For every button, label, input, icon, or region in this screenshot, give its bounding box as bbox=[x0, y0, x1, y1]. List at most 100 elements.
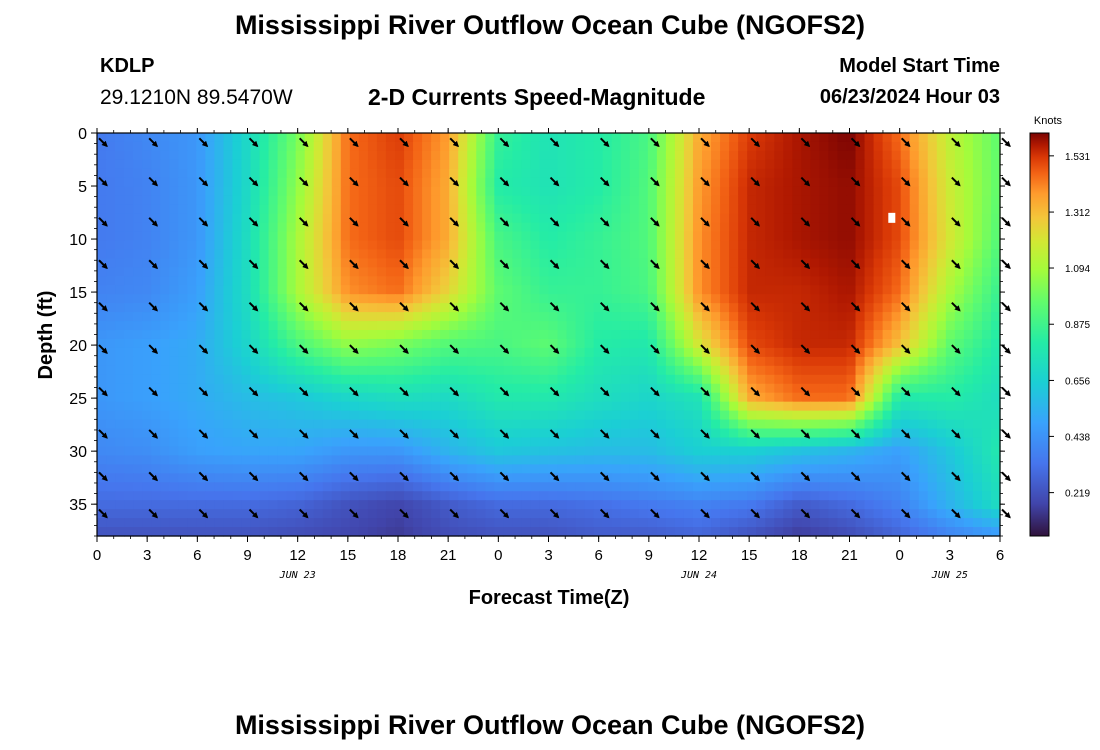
heatmap-cell bbox=[747, 267, 757, 277]
heatmap-cell bbox=[142, 419, 152, 430]
heatmap-cell bbox=[864, 491, 875, 501]
heatmap-cell bbox=[106, 482, 116, 492]
heatmap-cell bbox=[232, 150, 243, 161]
y-tick-label: 25 bbox=[69, 391, 87, 408]
heatmap-cell bbox=[467, 392, 477, 403]
heatmap-cell bbox=[151, 177, 161, 188]
heatmap-cell bbox=[322, 392, 333, 403]
heatmap-cell bbox=[936, 365, 947, 376]
heatmap-cell bbox=[413, 464, 423, 474]
heatmap-cell bbox=[268, 141, 279, 152]
heatmap-cell bbox=[142, 509, 152, 519]
heatmap-cell bbox=[647, 231, 658, 242]
heatmap-cell bbox=[223, 321, 234, 331]
heatmap-cell bbox=[557, 249, 568, 259]
heatmap-cell bbox=[313, 168, 324, 179]
heatmap-cell bbox=[593, 401, 604, 412]
heatmap-cell bbox=[900, 338, 911, 349]
heatmap-cell bbox=[810, 428, 820, 439]
current-arrow bbox=[750, 137, 761, 148]
heatmap-cell bbox=[133, 231, 143, 242]
heatmap-cell bbox=[566, 168, 577, 179]
heatmap-cell bbox=[521, 509, 532, 519]
y-tick-label: 10 bbox=[69, 232, 87, 249]
heatmap-cell bbox=[711, 518, 721, 528]
heatmap-cell bbox=[503, 195, 513, 206]
heatmap-cell bbox=[683, 365, 694, 376]
heatmap-cell bbox=[467, 240, 477, 251]
heatmap-cell bbox=[729, 383, 739, 394]
heatmap-cell bbox=[548, 168, 559, 179]
heatmap-cell bbox=[584, 195, 595, 206]
heatmap-cell bbox=[774, 410, 784, 421]
heatmap-cell bbox=[638, 312, 649, 322]
heatmap-cell bbox=[945, 455, 956, 465]
heatmap-cell bbox=[124, 150, 134, 161]
heatmap-cell bbox=[539, 186, 550, 197]
heatmap-cell bbox=[449, 464, 459, 474]
heatmap-cell bbox=[422, 222, 432, 233]
heatmap-cell bbox=[837, 276, 848, 286]
heatmap-cell bbox=[611, 509, 622, 519]
heatmap-cell bbox=[981, 347, 992, 358]
heatmap-cell bbox=[223, 437, 234, 448]
heatmap-cell bbox=[954, 222, 965, 233]
heatmap-cell bbox=[711, 482, 721, 492]
heatmap-cell bbox=[738, 356, 748, 367]
heatmap-cell bbox=[936, 240, 947, 251]
heatmap-cell bbox=[593, 330, 604, 340]
heatmap-cell bbox=[106, 347, 116, 358]
heatmap-cell bbox=[205, 168, 215, 179]
heatmap-cell bbox=[178, 159, 188, 170]
heatmap-cell bbox=[449, 527, 459, 537]
heatmap-cell bbox=[674, 159, 685, 170]
heatmap-cell bbox=[250, 133, 261, 143]
heatmap-cell bbox=[521, 518, 532, 528]
heatmap-cell bbox=[575, 213, 586, 224]
heatmap-cell bbox=[747, 419, 757, 430]
heatmap-cell bbox=[611, 195, 622, 206]
heatmap-cell bbox=[864, 410, 875, 421]
heatmap-cell bbox=[774, 338, 784, 349]
heatmap-cell bbox=[124, 482, 134, 492]
current-arrow bbox=[298, 344, 309, 354]
heatmap-cell bbox=[557, 231, 568, 242]
heatmap-cell bbox=[485, 365, 495, 376]
heatmap-cell bbox=[783, 204, 793, 215]
heatmap-cell bbox=[467, 285, 477, 295]
heatmap-cell bbox=[584, 383, 595, 394]
heatmap-cell bbox=[855, 186, 866, 197]
heatmap-cell bbox=[250, 294, 261, 304]
heatmap-cell bbox=[638, 347, 649, 358]
heatmap-cell bbox=[385, 177, 396, 188]
heatmap-cell bbox=[449, 231, 459, 242]
heatmap-cell bbox=[891, 374, 902, 385]
heatmap-cell bbox=[268, 231, 279, 242]
heatmap-cell bbox=[548, 482, 559, 492]
current-arrow bbox=[700, 508, 710, 519]
heatmap-cell bbox=[981, 437, 992, 448]
heatmap-cell bbox=[349, 446, 360, 456]
heatmap-cell bbox=[593, 186, 604, 197]
heatmap-cell bbox=[286, 267, 297, 277]
heatmap-cell bbox=[485, 168, 495, 179]
heatmap-cell bbox=[557, 285, 568, 295]
heatmap-cell bbox=[241, 285, 252, 295]
heatmap-cell bbox=[404, 482, 414, 492]
heatmap-cell bbox=[205, 330, 215, 340]
heatmap-cell bbox=[656, 356, 667, 367]
heatmap-cell bbox=[846, 473, 857, 483]
current-arrow bbox=[850, 429, 861, 439]
heatmap-cell bbox=[711, 321, 721, 331]
heatmap-cell bbox=[882, 177, 893, 188]
heatmap-cell bbox=[638, 437, 649, 448]
heatmap-cell bbox=[413, 500, 423, 510]
heatmap-cell bbox=[665, 303, 676, 313]
heatmap-cell bbox=[476, 303, 486, 313]
heatmap-cell bbox=[413, 150, 423, 161]
heatmap-cell bbox=[629, 437, 640, 448]
heatmap-cell bbox=[711, 446, 721, 456]
heatmap-cell bbox=[187, 500, 197, 510]
heatmap-cell bbox=[747, 330, 757, 340]
heatmap-cell bbox=[837, 455, 848, 465]
